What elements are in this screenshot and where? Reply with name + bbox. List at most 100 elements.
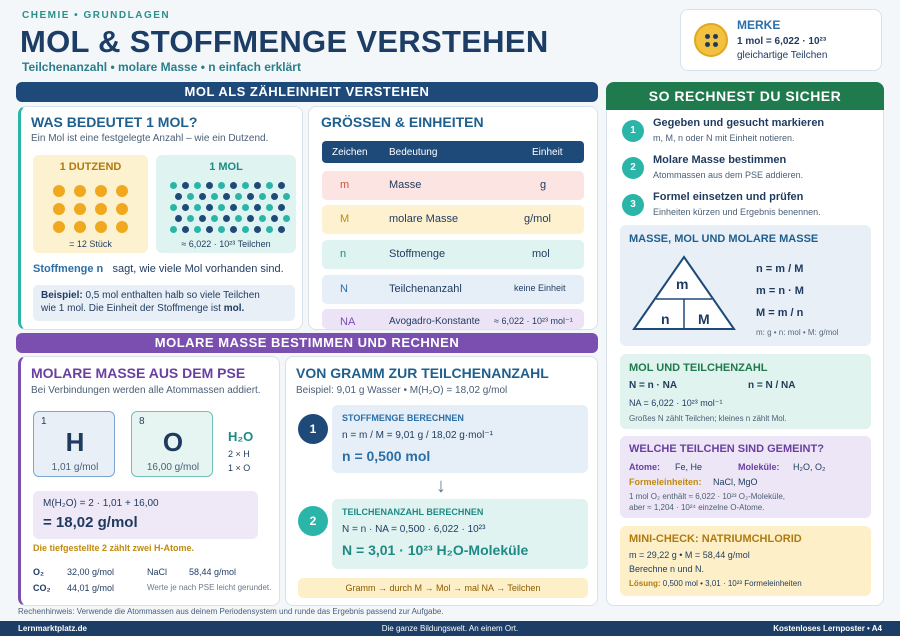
mol-dot <box>242 182 249 189</box>
mol-dot <box>170 226 177 233</box>
row-symbol: NA <box>340 316 356 328</box>
arrow-down-icon: ↓ <box>436 475 446 497</box>
solution-label: Lösung: <box>629 579 661 588</box>
mol-dot <box>218 204 225 211</box>
h-mass: 1,01 g/mol <box>51 462 99 473</box>
mini-check-card: MINI-CHECK: NATRIUMCHLORID m = 29,22 g •… <box>620 526 871 596</box>
which-note2: aber ≈ 1,204 · 10²⁴ einzelne O-Atome. <box>629 503 765 512</box>
row-symbol: m <box>340 179 350 191</box>
step1-badge: 1 <box>298 414 328 444</box>
mol-caption: ≈ 6,022 · 10²³ Teilchen <box>181 239 271 249</box>
mol-dot <box>182 204 189 211</box>
tri-f3: M = m / n <box>756 307 804 319</box>
row-meaning: molare Masse <box>389 213 459 225</box>
dozen-dot <box>116 185 128 197</box>
mol-dot <box>170 204 177 211</box>
gram-to-particles-card: VON GRAMM ZUR TEILCHENANZAHL Beispiel: 9… <box>285 356 598 606</box>
h-symbol: H <box>65 427 85 457</box>
mol-dot <box>278 182 285 189</box>
mol-dot <box>283 215 290 222</box>
dozen-box: 1 DUTZEND = 12 Stück <box>33 155 148 253</box>
row-meaning: Stoffmenge <box>389 248 446 260</box>
mol-dot <box>271 193 278 200</box>
row-unit: g/mol <box>524 213 551 225</box>
mol-dot <box>206 226 213 233</box>
mol-dot <box>254 204 261 211</box>
page-title: MOL & STOFFMENGE VERSTEHEN <box>20 24 549 59</box>
particles-card: MOL UND TEILCHENZAHL N = n · NA n = N / … <box>620 354 871 429</box>
eyebrow: CHEMIE • GRUNDLAGEN <box>22 10 171 21</box>
mol-dot <box>187 193 194 200</box>
step1-calc: n = m / M = 9,01 g / 18,02 g·mol⁻¹ <box>342 430 493 441</box>
tri-f1: n = m / M <box>756 263 804 275</box>
units-row: n Stoffmenge mol <box>322 240 584 269</box>
units-title: GRÖSSEN & EINHEITEN <box>321 114 484 130</box>
o-count: 1 × O <box>228 463 251 473</box>
step2-box: TEILCHENANZAHL BERECHNEN N = n · NA = 0,… <box>332 499 588 569</box>
dozen-dot <box>95 221 107 233</box>
dozen-dot <box>95 185 107 197</box>
formula-triangle-icon <box>632 255 736 330</box>
mol-dot <box>182 182 189 189</box>
dozen-dot <box>116 221 128 233</box>
row-symbol: n <box>340 248 347 260</box>
mol-dot <box>199 193 206 200</box>
check-title: MINI-CHECK: NATRIUMCHLORID <box>629 533 802 545</box>
mol-title: 1 MOL <box>209 161 243 173</box>
footer-brand[interactable]: Lernmarktplatz.de <box>18 624 87 633</box>
tri-units: m: g • n: mol • M: g/mol <box>756 328 839 337</box>
atoms-value: Fe, He <box>675 462 703 472</box>
mol-dot <box>218 182 225 189</box>
step1-title: STOFFMENGE BERECHNEN <box>342 413 464 423</box>
calc-hint: Rechenhinweis: Verwende die Atommassen a… <box>18 607 444 616</box>
which-particles-card: WELCHE TEILCHEN SIND GEMEINT? Atome: Fe,… <box>620 436 871 518</box>
tri-f2: m = n · M <box>756 285 804 297</box>
flow-strip: Gramm → durch M → Mol → mal NA → Teilche… <box>298 578 588 598</box>
o2-formula: O₂ <box>33 567 44 577</box>
row-meaning: Teilchenanzahl <box>389 283 462 295</box>
mol-dot <box>242 204 249 211</box>
mol-dot <box>194 204 201 211</box>
co2-value: 44,01 g/mol <box>67 583 115 593</box>
particles-f1: N = n · NA <box>629 380 678 391</box>
mol-dot <box>278 204 285 211</box>
row-meaning: Avogadro-Konstante <box>389 316 480 327</box>
formula-units-label: Formeleinheiten: <box>629 477 702 487</box>
row-unit: keine Einheit <box>514 283 566 293</box>
mol-dot <box>242 226 249 233</box>
mol-dot <box>271 215 278 222</box>
merke-line2: gleichartige Teilchen <box>737 50 828 61</box>
step-title: Gegeben und gesucht markieren <box>653 117 825 129</box>
calc-result: = 18,02 g/mol <box>43 514 138 531</box>
section1-band: MOL ALS ZÄHLEINHEIT VERSTEHEN <box>16 82 598 102</box>
particles-title: MOL UND TEILCHENZAHL <box>629 362 768 374</box>
step-text: Einheiten kürzen und Ergebnis benennen. <box>653 207 821 217</box>
mol-dot <box>230 204 237 211</box>
units-row: N Teilchenanzahl keine Einheit <box>322 275 584 304</box>
subscript-note: Die tiefgestellte 2 zählt zwei H-Atome. <box>33 543 195 553</box>
element-h-tile: 1 H 1,01 g/mol <box>33 411 115 477</box>
mol-dot <box>223 215 230 222</box>
mol-dot <box>182 226 189 233</box>
molar-title: MOLARE MASSE AUS DEM PSE <box>31 365 246 381</box>
triangle-card: MASSE, MOL UND MOLARE MASSE m n M n = m … <box>620 225 871 346</box>
mol-dot <box>247 215 254 222</box>
mol-dot <box>266 226 273 233</box>
footer-label: Kostenloses Lernposter • A4 <box>773 624 882 633</box>
col-symbol: Zeichen <box>332 147 368 158</box>
mol-dot <box>187 215 194 222</box>
co2-formula: CO₂ <box>33 583 51 593</box>
step-title: Molare Masse bestimmen <box>653 154 787 166</box>
solution-value: 0,500 mol • 3,01 · 10²³ Formeleinheiten <box>662 579 802 588</box>
step-badge: 1 <box>622 120 644 142</box>
calc-line: M(H₂O) = 2 · 1,01 + 16,00 <box>43 498 159 509</box>
dozen-dot <box>53 203 65 215</box>
molar-mass-card: MOLARE MASSE AUS DEM PSE Bei Verbindunge… <box>18 356 280 606</box>
row-unit: mol <box>532 248 550 260</box>
stoffmenge-text: sagt, wie viele Mol vorhanden sind. <box>112 263 284 275</box>
nacl-value: 58,44 g/mol <box>189 567 237 577</box>
mol-dot <box>223 193 230 200</box>
mol-dot <box>199 215 206 222</box>
mol-dot <box>278 226 285 233</box>
triangle-title: MASSE, MOL UND MOLARE MASSE <box>629 233 819 245</box>
